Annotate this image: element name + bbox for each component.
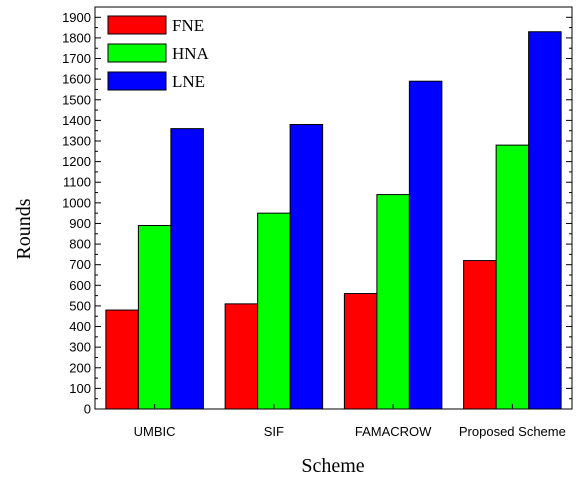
y-axis-title: Rounds <box>13 198 35 259</box>
bar-lne-2 <box>408 80 443 410</box>
y-tick-label-8: 800 <box>69 237 91 252</box>
y-tick-label-6: 600 <box>69 278 91 293</box>
plot-area-border <box>94 6 573 410</box>
bar-lne-3 <box>528 31 562 410</box>
legend-swatch-fne <box>107 15 167 35</box>
bar-hna-1 <box>257 212 291 410</box>
y-tick-label-2: 200 <box>69 360 91 375</box>
bar-lne-0 <box>170 128 204 410</box>
x-category-label-1: SIF <box>264 424 284 439</box>
y-tick-label-19: 1900 <box>62 10 91 25</box>
legend-label-hna: HNA <box>172 44 210 63</box>
y-tick-label-11: 1100 <box>63 175 91 190</box>
x-axis-title: Scheme <box>301 455 364 477</box>
x-category-label-0: UMBIC <box>134 424 176 439</box>
y-tick-label-15: 1500 <box>62 92 91 107</box>
y-tick-label-9: 900 <box>69 216 91 231</box>
bar-hna-0 <box>137 225 172 410</box>
y-tick-label-13: 1300 <box>62 134 91 149</box>
y-tick-label-14: 1400 <box>62 113 91 128</box>
y-tick-label-0: 0 <box>84 402 91 417</box>
y-tick-label-4: 400 <box>69 319 91 334</box>
x-category-label-2: FAMACROW <box>355 424 432 439</box>
bar-lne-1 <box>289 124 324 410</box>
bar-hna-2 <box>376 194 410 410</box>
y-tick-label-17: 1700 <box>62 51 91 66</box>
legend-label-lne: LNE <box>172 72 205 91</box>
y-tick-label-10: 1000 <box>62 195 91 210</box>
bar-hna-3 <box>495 144 530 410</box>
y-axis: 0 100 200 300 400 500 600 700 800 900 1000 1100 1200… <box>62 10 572 417</box>
y-tick-label-5: 500 <box>69 298 91 313</box>
bar-fne-1 <box>224 303 259 410</box>
legend-label-fne: FNE <box>172 16 204 35</box>
bar-fne-0 <box>105 309 139 410</box>
y-tick-label-3: 300 <box>69 340 91 355</box>
y-tick-label-7: 700 <box>69 257 91 272</box>
legend-swatch-lne <box>107 71 167 91</box>
plot-frame <box>94 6 573 410</box>
y-tick-label-12: 1200 <box>62 154 91 169</box>
y-tick-label-1: 100 <box>69 381 91 396</box>
x-category-label-3: Proposed Scheme <box>459 424 566 439</box>
y-tick-label-18: 1800 <box>62 30 91 45</box>
x-axis: UMBIC SIF FAMACROW Proposed Scheme <box>134 404 566 439</box>
legend-swatch-hna <box>107 43 167 63</box>
bar-fne-3 <box>463 260 497 410</box>
y-tick-label-16: 1600 <box>62 72 91 87</box>
bar-fne-2 <box>343 293 378 410</box>
legend: FNE HNA LNE <box>107 15 210 91</box>
